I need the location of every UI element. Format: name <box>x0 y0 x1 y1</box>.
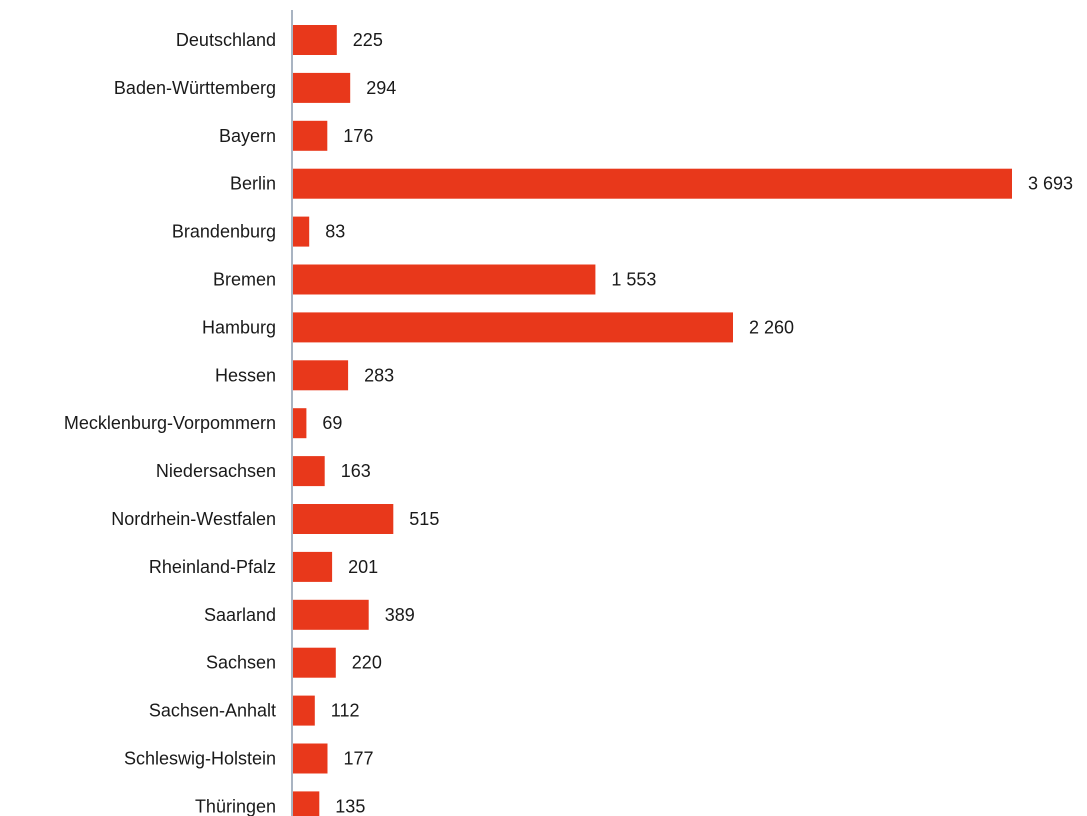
bar-9 <box>293 456 325 487</box>
bars-group <box>293 25 1012 816</box>
value-label: 83 <box>325 222 345 242</box>
category-label: Saarland <box>204 605 276 625</box>
value-label: 112 <box>331 701 360 721</box>
bar-14 <box>293 695 315 726</box>
value-label: 69 <box>322 413 342 433</box>
category-labels: Deutschland Baden-Württemberg Bayern Berlin… <box>64 30 276 816</box>
bar-16 <box>293 791 320 816</box>
bar-8 <box>293 408 307 439</box>
value-label: 515 <box>409 509 439 529</box>
bar-1 <box>293 72 351 103</box>
category-label: Brandenburg <box>172 222 276 242</box>
value-label: 135 <box>335 796 365 816</box>
bar-6 <box>293 312 733 343</box>
value-label: 3 693 <box>1028 174 1073 194</box>
value-label: 389 <box>385 605 415 625</box>
value-labels: 225 294 176 3 693 83 1 553 2 260 283 69 163 515 201… <box>322 30 1073 816</box>
bar-0 <box>293 25 337 55</box>
bar-15 <box>293 743 328 774</box>
category-label: Sachsen-Anhalt <box>149 701 276 721</box>
category-label: Bremen <box>213 270 276 290</box>
category-label: Berlin <box>230 174 276 194</box>
bar-3 <box>293 168 1012 199</box>
value-label: 176 <box>343 126 373 146</box>
value-label: 225 <box>353 30 383 50</box>
category-label: Hamburg <box>202 317 276 337</box>
category-label: Mecklenburg-Vorpommern <box>64 413 276 433</box>
category-label: Schleswig-Holstein <box>124 749 276 769</box>
bar-2 <box>293 120 328 151</box>
category-label: Thüringen <box>195 796 276 816</box>
category-label: Deutschland <box>176 30 276 50</box>
value-label: 1 553 <box>611 270 656 290</box>
bar-10 <box>293 504 394 534</box>
category-label: Sachsen <box>206 653 276 673</box>
category-label: Rheinland-Pfalz <box>149 557 276 577</box>
bar-13 <box>293 647 336 678</box>
category-label: Baden-Württemberg <box>114 78 276 98</box>
value-label: 294 <box>366 78 396 98</box>
value-label: 163 <box>341 461 371 481</box>
bar-11 <box>293 551 333 582</box>
bar-7 <box>293 360 349 391</box>
value-label: 201 <box>348 557 378 577</box>
category-label: Bayern <box>219 126 276 146</box>
value-label: 2 260 <box>749 317 794 337</box>
bar-5 <box>293 264 596 295</box>
value-label: 177 <box>344 749 374 769</box>
category-label: Nordrhein-Westfalen <box>111 509 276 529</box>
bar-4 <box>293 216 310 247</box>
category-label: Hessen <box>215 365 276 385</box>
value-label: 283 <box>364 365 394 385</box>
category-label: Niedersachsen <box>156 461 276 481</box>
bar-12 <box>293 599 369 630</box>
value-label: 220 <box>352 653 382 673</box>
